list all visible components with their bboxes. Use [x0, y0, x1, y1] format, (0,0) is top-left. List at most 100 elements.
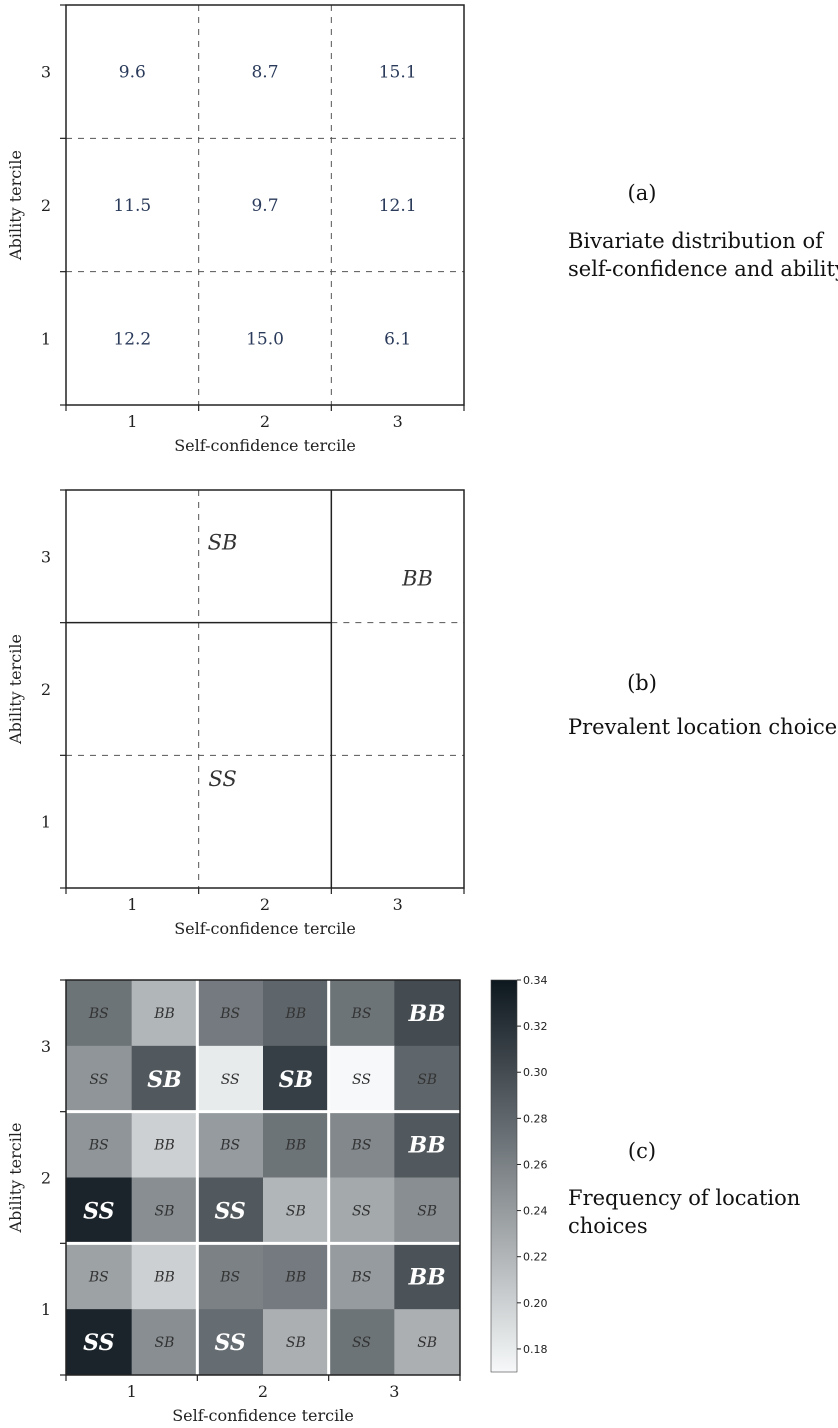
- x-tick-label: 1: [127, 895, 137, 914]
- y-axis-label: Ability tercile: [6, 634, 25, 745]
- cell-choice-label: SS: [83, 1198, 114, 1224]
- cell-value: 12.1: [379, 196, 417, 216]
- cell-choice-label: BS: [219, 1138, 240, 1154]
- plot-frame: [65, 4, 465, 406]
- cell-choice-label: BS: [351, 1138, 372, 1154]
- heatmap-cell: [263, 1111, 330, 1178]
- x-tick-label: 1: [127, 1382, 137, 1401]
- panel-a-axes: 1 2 3 1 2 3 Self-confidence tercile Ability ter…: [6, 4, 838, 455]
- colorbar-tick-label: 0.20: [523, 1297, 548, 1310]
- heatmap-cell: [66, 1177, 133, 1244]
- heatmap-cell: [66, 1243, 133, 1310]
- heatmap-cell: [394, 1309, 461, 1376]
- y-tick-label: 3: [41, 63, 51, 82]
- x-tick-label: 1: [127, 412, 137, 431]
- panel-caption: Frequency of location: [568, 1186, 800, 1210]
- heatmap-cell: [394, 1243, 461, 1310]
- cell-value: 6.1: [384, 329, 411, 349]
- cell-choice-label: SS: [352, 1072, 371, 1088]
- cell-choice-label: SS: [352, 1335, 371, 1351]
- panel-a: 9.6 8.7 15.1 11.5 9.7 12.1 12.2 15.0 6.1: [66, 5, 464, 405]
- cell-choice-label: SB: [286, 1203, 306, 1219]
- cell-choice-label: SB: [155, 1335, 175, 1351]
- colorbar: [490, 979, 518, 1373]
- colorbar-tick-label: 0.22: [523, 1251, 548, 1264]
- colorbar-tick-label: 0.30: [523, 1066, 548, 1079]
- colorbar-tick-label: 0.34: [523, 974, 548, 987]
- cell-value: 11.5: [113, 196, 151, 216]
- cell-choice-label: BB: [285, 1006, 307, 1022]
- heatmap-cell: [131, 1309, 198, 1376]
- colorbar-tick-label: 0.18: [523, 1343, 548, 1356]
- heatmap-cell: [328, 1309, 395, 1376]
- heatmap-cell: [394, 980, 461, 1047]
- heatmap-cell: [197, 1177, 264, 1244]
- y-tick-label: 1: [41, 329, 51, 348]
- heatmap-cell: [131, 1243, 198, 1310]
- colorbar-tick-label: 0.28: [523, 1112, 548, 1125]
- cell-choice-label: BB: [408, 1264, 446, 1290]
- cell-choice-label: SB: [279, 1067, 313, 1093]
- y-tick-label: 1: [41, 813, 51, 832]
- cell-choice-label: BS: [88, 1269, 109, 1285]
- colorbar-tick-label: 0.26: [523, 1158, 548, 1171]
- cell-value: 15.1: [379, 63, 417, 83]
- panel-label: (c): [628, 1139, 656, 1163]
- panel-caption: Bivariate distribution of: [568, 229, 825, 253]
- panel-b-axes: 1 2 3 1 2 3 Self-confidence tercile Ability ter…: [6, 489, 837, 938]
- heatmap-cell: [131, 980, 198, 1047]
- plot-frame: [65, 979, 461, 1376]
- x-tick-label: 2: [260, 895, 270, 914]
- cell-choice-label: BS: [351, 1006, 372, 1022]
- y-tick-label: 1: [41, 1300, 51, 1319]
- heatmap-cell: [131, 1045, 198, 1113]
- heatmap-cell: [197, 1243, 264, 1310]
- cell-choice-label: BS: [219, 1269, 240, 1285]
- panel-c: BS BB BS BB BS BB SS SB SS SB SS SB BS BB BS BB BS BB SS SB…: [66, 974, 548, 1376]
- heatmap-cell: [394, 1177, 461, 1244]
- panel-caption: choices: [568, 1214, 648, 1238]
- y-tick-label: 2: [41, 196, 51, 215]
- cell-choice-label: BB: [408, 1133, 446, 1159]
- panel-label: (a): [628, 181, 657, 205]
- panel-caption: self-confidence and ability: [568, 257, 838, 281]
- y-axis-label: Ability tercile: [6, 150, 25, 261]
- panel-label: (b): [627, 671, 657, 695]
- heatmap-cell: [197, 980, 264, 1047]
- heatmap-cell: [66, 980, 133, 1047]
- x-axis-label: Self-confidence tercile: [174, 919, 356, 938]
- cell-value: 12.2: [113, 329, 151, 349]
- heatmap-cell: [394, 1111, 461, 1178]
- cell-choice-label: SB: [147, 1067, 181, 1093]
- cell-choice-label: SS: [215, 1330, 246, 1356]
- y-tick-label: 2: [41, 1169, 51, 1188]
- heatmap-cell: [263, 1045, 330, 1113]
- heatmap-cell: [197, 1309, 264, 1376]
- heatmap-cell: [131, 1111, 198, 1178]
- heatmap-cell: [131, 1177, 198, 1244]
- cell-choice-label: SB: [417, 1335, 437, 1351]
- cell-choice-label: SS: [215, 1198, 246, 1224]
- y-axis-label: Ability tercile: [6, 1123, 25, 1234]
- colorbar-tick-label: 0.32: [523, 1020, 548, 1033]
- panel-b: SB SS BB: [66, 490, 464, 888]
- panel-caption: Prevalent location choice: [568, 715, 837, 739]
- heatmap-cell: [197, 1045, 264, 1113]
- panel-c-axes: 1 2 3 1 2 3 Self-confidence tercile Ability ter…: [6, 979, 800, 1425]
- cell-choice-label: BB: [153, 1269, 175, 1285]
- y-tick-label: 3: [41, 1037, 51, 1056]
- heatmap-cell: [263, 1243, 330, 1310]
- cell-choice-label: SB: [417, 1072, 437, 1088]
- heatmap-cell: [328, 1111, 395, 1178]
- heatmap-cell: [66, 1309, 133, 1376]
- cell-choice-label: BB: [408, 1001, 446, 1027]
- cell-choice-label: SB: [155, 1203, 175, 1219]
- cell-choice-label: SB: [286, 1335, 306, 1351]
- x-axis-label: Self-confidence tercile: [172, 1406, 354, 1425]
- cell-value: 8.7: [251, 63, 278, 83]
- cell-value: 9.7: [251, 196, 278, 216]
- cell-choice-label: BS: [88, 1006, 109, 1022]
- cell-value: 15.0: [246, 329, 284, 349]
- heatmap-cell: [328, 980, 395, 1047]
